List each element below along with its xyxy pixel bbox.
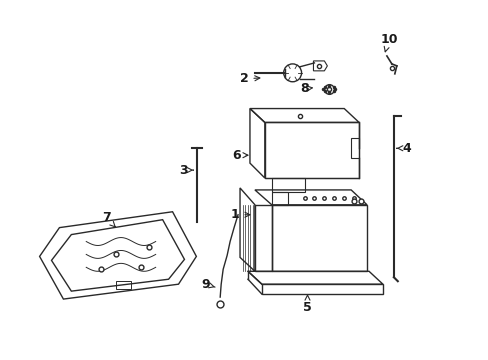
Text: 10: 10 xyxy=(379,33,397,52)
Text: 6: 6 xyxy=(231,149,247,162)
Text: 3: 3 xyxy=(179,163,193,176)
Text: 5: 5 xyxy=(303,295,311,314)
Text: 7: 7 xyxy=(102,211,115,227)
Text: 2: 2 xyxy=(239,72,259,85)
Text: 1: 1 xyxy=(230,208,249,221)
Text: 4: 4 xyxy=(396,142,410,155)
Text: 9: 9 xyxy=(201,278,215,291)
Text: 8: 8 xyxy=(300,82,312,95)
